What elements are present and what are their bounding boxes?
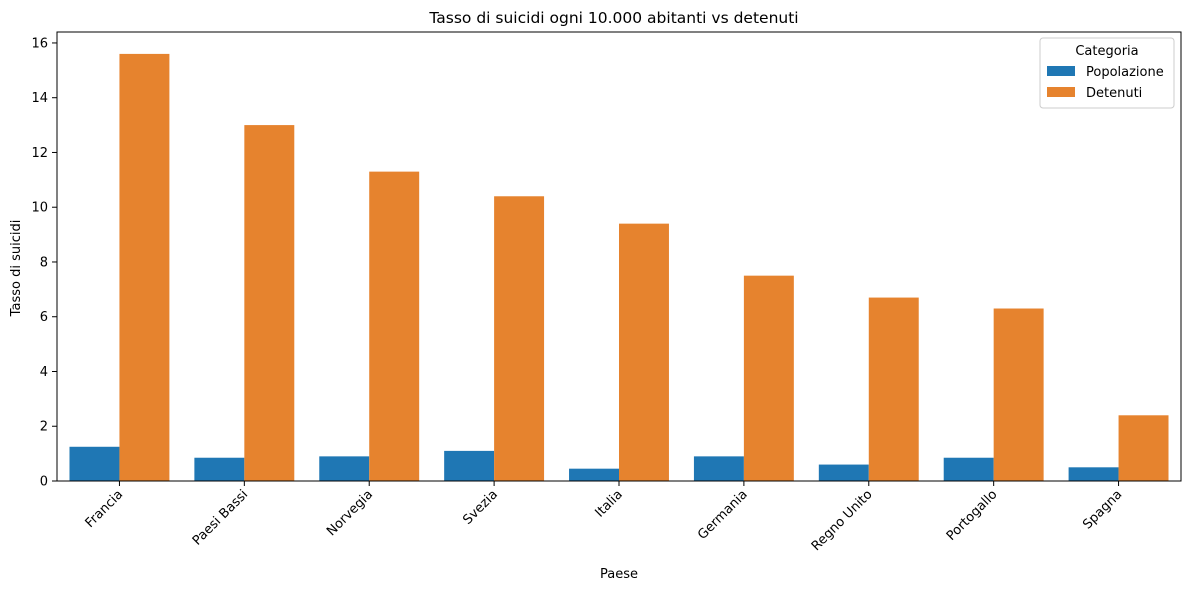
bar-detenuti-2 (369, 171, 420, 481)
x-axis-title: Paese (600, 567, 638, 582)
y-tick-label: 6 (40, 310, 48, 325)
x-tick-label: Paesi Bassi (190, 487, 251, 548)
x-tick-label: Portogallo (944, 487, 1001, 544)
bar-detenuti-6 (868, 297, 919, 481)
bar-popolazione-1 (194, 457, 245, 481)
bar-detenuti-5 (743, 275, 794, 481)
bar-detenuti-7 (993, 308, 1044, 481)
x-tick-label: Germania (695, 487, 751, 543)
bars (69, 53, 1169, 482)
bar-popolazione-4 (569, 468, 619, 481)
y-tick-label: 2 (40, 420, 48, 435)
y-tick-label: 4 (40, 365, 48, 380)
legend-label-popolazione: Popolazione (1086, 65, 1164, 80)
chart-title: Tasso di suicidi ogni 10.000 abitanti vs… (428, 9, 798, 27)
bar-detenuti-4 (619, 223, 669, 481)
x-axis: Francia Paesi Bassi Norvegia Svezia Italia Ge… (83, 481, 1125, 554)
x-tick-label: Francia (83, 487, 127, 531)
x-tick-label: Svezia (460, 487, 501, 528)
y-axis-title: Tasso di suicidi (9, 220, 24, 318)
bar-popolazione-3 (444, 450, 495, 481)
y-tick-label: 10 (31, 201, 48, 216)
bar-detenuti-1 (244, 125, 295, 482)
legend-title: Categoria (1075, 44, 1138, 59)
bar-detenuti-0 (119, 53, 170, 482)
y-tick-label: 8 (40, 255, 48, 270)
bar-popolazione-6 (818, 464, 869, 481)
y-tick-label: 16 (31, 36, 48, 51)
legend-swatch-detenuti (1047, 87, 1075, 97)
bar-popolazione-2 (319, 456, 370, 481)
bar-popolazione-5 (693, 456, 744, 481)
bar-popolazione-7 (943, 457, 994, 481)
x-tick-label: Italia (593, 487, 626, 520)
y-tick-label: 12 (31, 146, 48, 161)
x-tick-label: Norvegia (324, 487, 376, 539)
x-tick-label: Spagna (1080, 487, 1125, 532)
bar-popolazione-8 (1068, 467, 1119, 481)
y-axis: 0 2 4 6 8 10 12 14 16 (31, 36, 57, 490)
bar-detenuti-8 (1118, 415, 1169, 481)
bar-detenuti-3 (494, 196, 545, 481)
bar-popolazione-0 (69, 446, 120, 481)
legend: Categoria Popolazione Detenuti (1039, 37, 1175, 109)
legend-swatch-popolazione (1047, 66, 1075, 76)
x-tick-label: Regno Unito (809, 487, 876, 554)
y-tick-label: 14 (31, 91, 48, 106)
plot-frame (56, 31, 1182, 482)
y-tick-label: 0 (40, 475, 48, 490)
legend-label-detenuti: Detenuti (1086, 86, 1142, 101)
